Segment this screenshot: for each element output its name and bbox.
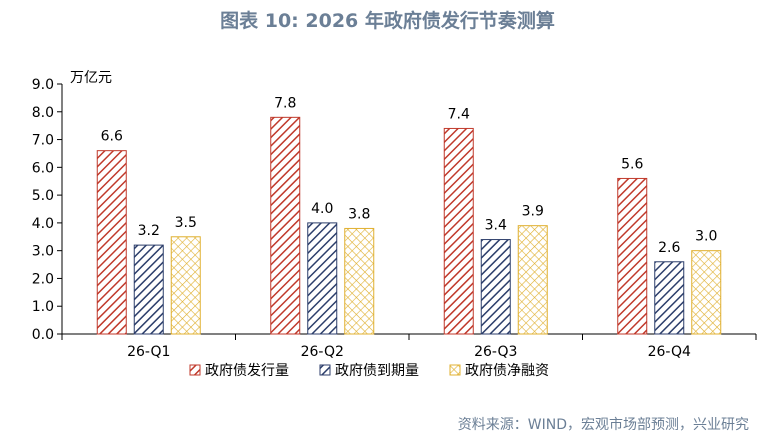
legend-label: 政府债发行量 — [205, 363, 289, 379]
legend-swatch — [319, 364, 331, 376]
x-tick-label: 26-Q1 — [127, 344, 170, 360]
legend-label: 政府债净融资 — [465, 363, 549, 379]
y-axis-unit: 万亿元 — [70, 70, 112, 86]
bar — [170, 236, 201, 335]
data-label: 2.6 — [658, 240, 680, 256]
chart-title: 图表 10: 2026 年政府债发行节奏测算 — [220, 10, 555, 32]
bar — [133, 244, 164, 335]
y-tick-label: 1.0 — [32, 299, 54, 315]
y-tick-label: 9.0 — [32, 77, 54, 93]
x-tick-label: 26-Q4 — [648, 344, 691, 360]
data-label: 3.9 — [522, 204, 544, 220]
y-tick-label: 2.0 — [32, 271, 54, 287]
data-label: 6.6 — [101, 129, 123, 145]
bar — [654, 261, 685, 335]
legend-swatch — [449, 364, 461, 376]
y-tick-label: 3.0 — [32, 244, 54, 260]
y-tick-label: 7.0 — [32, 133, 54, 149]
x-tick-label: 26-Q2 — [301, 344, 344, 360]
data-label: 4.0 — [311, 201, 333, 217]
legend-swatch — [189, 364, 201, 376]
data-label: 3.5 — [175, 215, 197, 231]
x-tick-label: 26-Q3 — [474, 344, 517, 360]
data-label: 3.0 — [695, 229, 717, 245]
bar — [96, 150, 127, 335]
y-tick-label: 6.0 — [32, 160, 54, 176]
y-tick-label: 8.0 — [32, 105, 54, 121]
bar — [270, 116, 301, 335]
data-label: 7.8 — [274, 95, 296, 111]
y-tick-label: 5.0 — [32, 188, 54, 204]
bar — [480, 239, 511, 335]
bar — [307, 222, 338, 335]
bar — [691, 250, 722, 335]
data-label: 3.8 — [348, 206, 370, 222]
data-label: 3.4 — [485, 218, 507, 234]
data-label: 5.6 — [621, 156, 643, 172]
y-tick-label: 4.0 — [32, 216, 54, 232]
legend-label: 政府债到期量 — [335, 363, 419, 379]
bar — [517, 225, 548, 335]
source-note: 资料来源：WIND，宏观市场部预测，兴业研究 — [457, 417, 749, 433]
bar — [344, 227, 375, 335]
data-label: 7.4 — [448, 106, 470, 122]
data-label: 3.2 — [138, 223, 160, 239]
bar — [617, 177, 648, 335]
bar — [443, 127, 474, 335]
y-tick-label: 0.0 — [32, 327, 54, 343]
